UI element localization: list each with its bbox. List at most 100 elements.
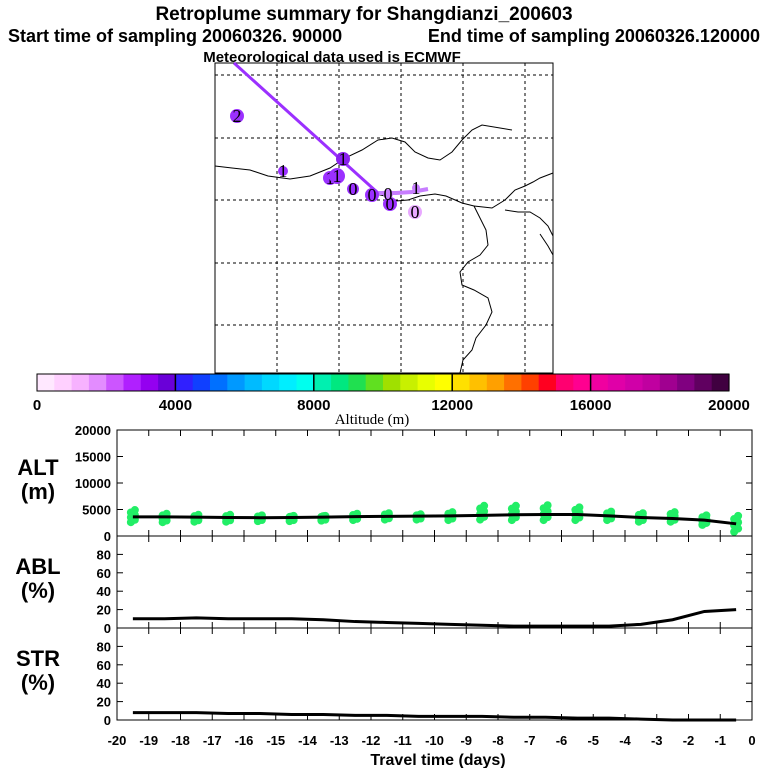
abl-line: [132, 608, 737, 628]
colorbar-swatch: [140, 374, 159, 391]
map-frame: [214, 62, 554, 374]
colorbar-swatch: [590, 374, 609, 391]
y-tick-label: 0: [104, 529, 111, 544]
colorbar-swatch: [573, 374, 592, 391]
x-tick-label: -3: [651, 733, 663, 748]
colorbar-swatch: [313, 374, 332, 391]
coastline-boundaries: [214, 124, 554, 374]
x-tick-label: -5: [587, 733, 599, 748]
str-line: [132, 711, 737, 722]
map-marker-dot: [347, 183, 359, 195]
x-tick-label: -19: [139, 733, 158, 748]
panel-str: 80 60 40 20 0 STR(%): [16, 627, 753, 728]
colorbar-swatch: [556, 374, 574, 391]
map-marker: 1: [329, 166, 345, 186]
colorbar-tick-label: 4000: [159, 397, 192, 414]
colorbar-swatch: [106, 374, 125, 391]
colorbar-swatch: [659, 374, 678, 391]
map-marker-label: 1: [333, 166, 342, 186]
colorbar-swatch: [279, 374, 298, 391]
colorbar-swatch: [625, 374, 644, 391]
colorbar-swatch: [348, 374, 367, 391]
figure-title: Retroplume summary for Shangdianzi_20060…: [155, 4, 572, 25]
x-tick-label: 0: [748, 733, 755, 748]
x-tick-label: -2: [683, 733, 695, 748]
x-tick-label: -15: [266, 733, 285, 748]
alt-point: [575, 503, 584, 512]
plume-track-line: [232, 61, 380, 195]
x-tick-label: -6: [556, 733, 568, 748]
colorbar-swatch: [400, 374, 419, 391]
colorbar-label: Altitude (m): [335, 412, 410, 428]
alt-median-line: [132, 513, 737, 526]
travel-time-axis: -20 -19 -18 -17 -16 -15 -14 -13 -12 -11 -10 -9 -8 -7-…: [108, 733, 756, 748]
map-marker-label: 1: [279, 161, 288, 181]
y-tick-label: 5000: [82, 503, 111, 518]
map-marker: 0: [408, 202, 422, 222]
colorbar-swatch: [37, 374, 55, 391]
colorbar-swatch: [486, 374, 505, 391]
colorbar-swatch: [383, 374, 401, 391]
map-graticule: [215, 63, 553, 373]
map-marker-dot: [383, 197, 397, 211]
colorbar-swatch: [504, 374, 522, 391]
colorbar-swatch: [452, 374, 471, 391]
colorbar-swatch: [607, 374, 626, 391]
map-marker: 0: [383, 194, 397, 214]
colorbar-tick-label: 0: [33, 397, 41, 414]
alt-point: [511, 501, 520, 510]
y-tick-label: 60: [97, 566, 111, 581]
start-time-label: Start time of sampling 20060326. 90000: [8, 26, 342, 46]
map-marker-dot: [230, 109, 244, 123]
colorbar-swatch: [365, 374, 384, 391]
colorbar-swatch: [192, 374, 211, 391]
colorbar-swatch: [694, 374, 713, 391]
map-marker: 1: [336, 149, 350, 169]
colorbar-tick-label: 8000: [297, 397, 330, 414]
map-marker-label: 0: [349, 179, 358, 199]
map-panel: 21111000010: [214, 61, 554, 374]
colorbar-swatch: [210, 374, 228, 391]
x-tick-label: -9: [460, 733, 472, 748]
map-marker-dot: [329, 168, 345, 184]
map-marker-dot: [383, 189, 393, 199]
colorbar-swatch: [521, 374, 540, 391]
colorbar-swatch: [677, 374, 695, 391]
map-marker-label: 0: [386, 194, 395, 214]
map-marker-label: 1: [339, 149, 348, 169]
colorbar-swatch: [711, 374, 730, 391]
end-time-label: End time of sampling 20060326.120000: [428, 26, 760, 46]
y-tick-label: 10000: [75, 476, 111, 491]
y-tick-label: 15000: [75, 450, 111, 465]
map-marker: 0: [383, 184, 393, 204]
x-tick-label: -17: [203, 733, 222, 748]
y-tick-label: 40: [97, 676, 111, 691]
y-tick-label: 40: [97, 584, 111, 599]
map-marker-label: 0: [384, 184, 393, 204]
colorbar-swatch: [71, 374, 90, 391]
colorbar-swatch: [417, 374, 436, 391]
x-tick-label: -7: [524, 733, 536, 748]
map-marker-dot: [336, 152, 350, 166]
x-tick-label: -11: [394, 733, 412, 748]
panel-frame: [116, 429, 753, 537]
map-marker-dot: [278, 166, 288, 176]
x-tick-label: -10: [425, 733, 444, 748]
x-tick-label: -14: [298, 733, 318, 748]
x-tick-label: -8: [492, 733, 504, 748]
colorbar-swatch: [175, 374, 194, 391]
xaxis-label: Travel time (days): [370, 752, 505, 768]
panel-frame: [116, 627, 753, 721]
timeseries-panels: 20000150001000050000ALT(m)806040200ABL(%…: [15, 423, 753, 728]
panel-unit: (%): [21, 578, 55, 603]
map-marker: 1: [412, 178, 421, 198]
x-tick-label: -4: [619, 733, 631, 748]
colorbar-swatch: [88, 374, 107, 391]
map-marker-label: 1: [412, 178, 421, 198]
altitude-colorbar: 0 4000 8000 12000 16000 20000 Altitude (m): [33, 373, 750, 428]
map-marker: 1: [278, 161, 288, 181]
colorbar-swatch: [469, 374, 488, 391]
map-marker: 2: [230, 106, 244, 126]
panel-label: ABL: [15, 554, 60, 579]
